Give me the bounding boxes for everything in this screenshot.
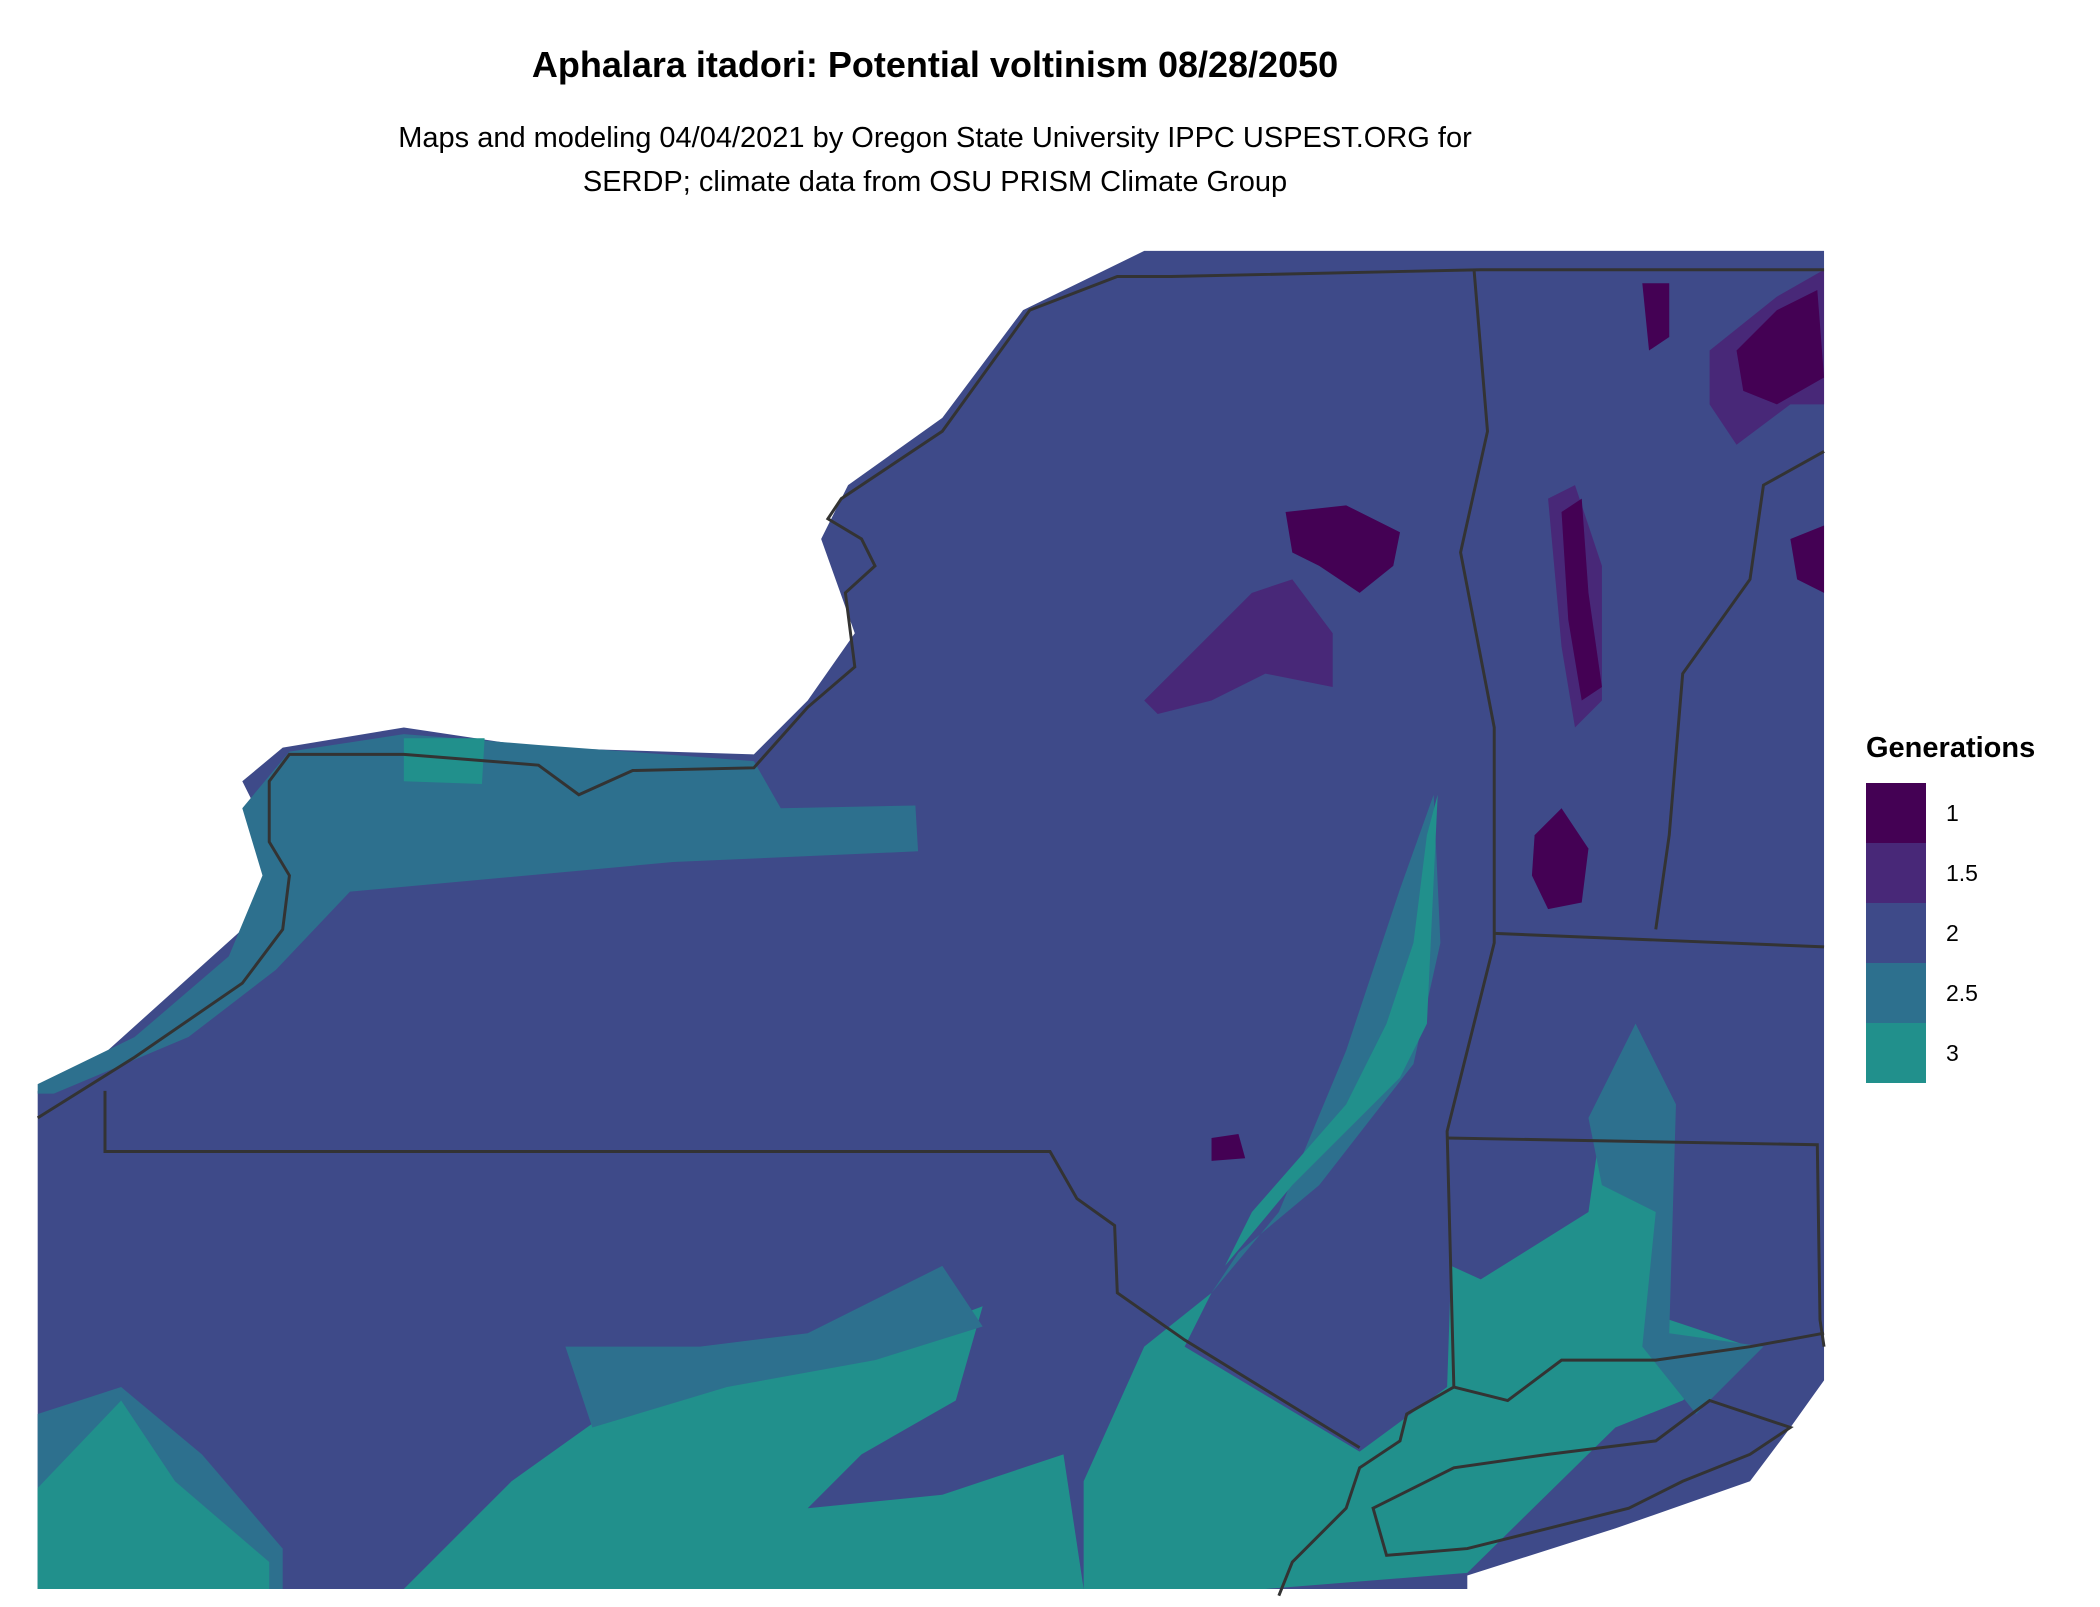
state-borders [36,268,1826,1597]
map-title: Aphalara itadori: Potential voltinism 08… [531,44,1339,85]
legend-item: 2 [1866,903,2035,963]
lake-shore-line [36,268,1825,1120]
legend-label: 1.5 [1946,859,1978,886]
subtitle-line-1: Maps and modeling 04/04/2021 by Oregon S… [398,122,1472,154]
legend-title: Generations [1866,732,2036,764]
legend-swatch [1866,963,1926,1023]
region-gen-3-sw [37,1400,270,1589]
ma-north-border [1494,931,1825,949]
legend-swatch [1866,843,1926,903]
region-gen-2-5-lakeshore [37,734,919,1094]
legend-item: 2.5 [1866,963,2035,1023]
long-island-outline [1371,1398,1794,1557]
legend-swatch [1866,783,1926,843]
ct-coast [1453,1331,1825,1403]
region-gen-1-5-adirondack [1144,579,1333,714]
legend-label: 2.5 [1946,979,1978,1006]
legend: Generations 1 1.5 2 2.5 3 [1866,732,2035,1083]
legend-item: 3 [1866,1023,2035,1083]
region-gen-2 [37,250,1825,1589]
region-gen-2-5-south [565,1265,983,1428]
region-gen-3-south [403,1306,1084,1589]
legend-item: 1 [1866,783,2035,843]
region-gen-1-adirondack [1285,505,1400,593]
region-gen-1-catskill [1211,1133,1246,1161]
subtitle-line-2: SERDP; climate data from OSU PRISM Clima… [582,166,1288,198]
legend-item: 1.5 [1866,843,2035,903]
legend-swatch [1866,1023,1926,1083]
legend-label: 1 [1946,799,1959,826]
region-gen-1-vt-north [1642,283,1670,351]
region-gen-3-hudson [1083,794,1750,1589]
legend-label: 2 [1946,919,1959,946]
region-gen-1-vt-south [1531,808,1589,910]
region-gen-2-5-ct [1588,1023,1764,1414]
legend-swatch [1866,903,1926,963]
region-gen-1-vt [1561,498,1602,701]
legend-label: 3 [1946,1039,1959,1066]
vt-nh-border [1654,450,1825,930]
map-subtitle: Maps and modeling 04/04/2021 by Oregon S… [0,116,1870,204]
region-gen-3-lakeshore [403,738,485,784]
raster-layer [37,250,1825,1589]
region-gen-1-nh-east [1790,525,1825,593]
region-gen-1-nh [1736,289,1825,405]
ny-pa-border [103,1090,1361,1449]
